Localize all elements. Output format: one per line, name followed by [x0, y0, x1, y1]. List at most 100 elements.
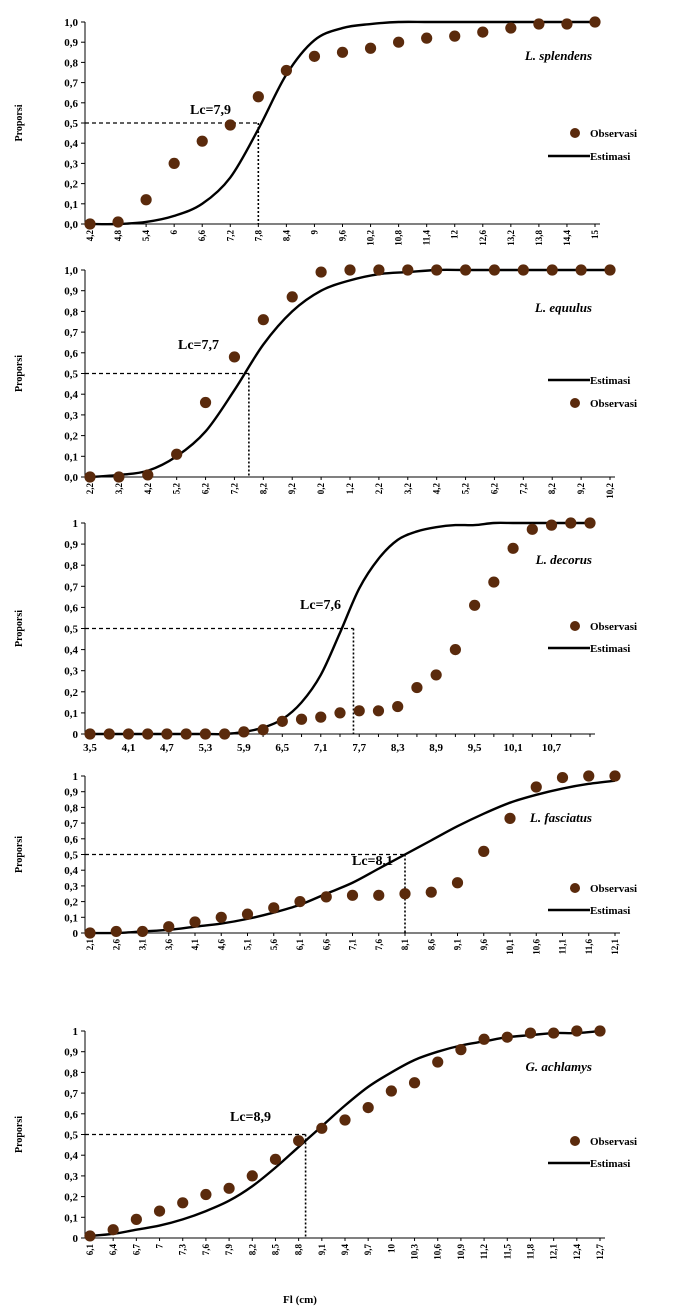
x-tick-label: 7,2 [518, 483, 528, 495]
data-point-observasi [571, 1025, 583, 1037]
x-tick-label: 10,7 [542, 742, 562, 754]
y-tick-label: 0,3 [64, 1171, 78, 1183]
x-tick-label: 2,2 [374, 483, 384, 495]
x-tick-label: 9,1 [453, 939, 463, 951]
legend: Observasi Estimasi [548, 1136, 637, 1170]
x-tick-label: 10,8 [394, 230, 404, 246]
data-point-observasi [546, 264, 558, 276]
chart-panel-5: 0 0,1 0,2 0,3 0,4 0,5 0,6 0,7 0,8 0,9 1 Proporsi 6,1… [14, 1025, 637, 1260]
x-tick-label: 15 [590, 230, 600, 240]
data-point-observasi [402, 264, 414, 276]
x-tick-label: 8,1 [400, 939, 410, 951]
x-tick-label: 11,4 [422, 230, 432, 246]
data-point-observasi [142, 469, 154, 481]
y-tick-label: 0,3 [64, 666, 78, 678]
x-tick-label: 6,2 [489, 483, 499, 495]
data-point-observasi [246, 1170, 258, 1182]
x-tick-label: 4,2 [143, 483, 153, 495]
data-point-observasi [449, 30, 461, 42]
data-point-observasi [364, 42, 377, 54]
x-tick-label: 5,2 [461, 483, 471, 495]
x-tick-label: 7,3 [178, 1244, 188, 1256]
x-tick-label: 1,2 [345, 483, 355, 495]
data-point-observasi [223, 1182, 235, 1194]
data-point-observasi [140, 194, 152, 206]
x-tick-label: 7,2 [225, 230, 235, 242]
y-tick-label: 0,5 [64, 369, 78, 381]
x-tick-label: 2,6 [111, 939, 121, 951]
data-point-observasi [320, 891, 332, 903]
y-tick-label: 0,4 [64, 645, 78, 657]
data-point-observasi [353, 705, 365, 717]
chart-title: L. splendens [524, 48, 592, 63]
data-point-observasi [459, 264, 472, 276]
data-point-observasi [200, 1188, 212, 1201]
y-axis-label: Proporsi [14, 355, 25, 392]
x-tick-label: 7,2 [229, 483, 239, 495]
data-point-observasi [153, 1205, 166, 1217]
x-tick-label: 3,6 [164, 939, 174, 951]
data-point-observasi [113, 471, 125, 483]
data-point-observasi [425, 886, 437, 898]
chart-panel-4: 0 0,1 0,2 0,3 0,4 0,5 0,6 0,7 0,8 0,9 1 Proporsi 2,1… [14, 770, 637, 955]
data-point-observasi [241, 908, 254, 920]
y-tick-label: 0,1 [64, 1212, 78, 1224]
y-tick-label: 0,2 [64, 431, 78, 443]
x-tick-label: 9,1 [317, 1244, 327, 1256]
x-tick-label: 11,6 [584, 939, 594, 955]
series-line-estimasi [90, 521, 590, 736]
x-tick-label: 3,2 [114, 483, 124, 495]
data-point-observasi [316, 1122, 328, 1134]
x-tick-label: 7,9 [224, 1244, 234, 1256]
y-tick-label: 0,1 [64, 912, 78, 924]
x-tick-label: 11,2 [479, 1244, 489, 1260]
x-tick-label: 2,1 [85, 939, 95, 951]
y-tick-label: 0,2 [64, 897, 78, 909]
x-tick-label: 10,2 [366, 230, 376, 246]
y-axis-label: Proporsi [14, 104, 25, 141]
x-tick-label: 12,6 [478, 230, 488, 246]
lc-label: Lc=7,7 [178, 338, 219, 353]
y-tick-label: 0,5 [64, 118, 78, 130]
data-point-observasi [477, 26, 489, 38]
data-point-observasi [142, 728, 154, 740]
data-point-observasi [84, 1230, 96, 1242]
x-tick-label: 12,4 [572, 1244, 582, 1260]
x-tick-label: 9,2 [576, 483, 586, 495]
data-point-observasi [455, 1044, 467, 1056]
legend-label-estimasi: Estimasi [590, 905, 630, 917]
x-tick-label: 4,6 [216, 939, 226, 951]
data-point-observasi [385, 1085, 397, 1097]
y-tick-label: 0,7 [64, 1088, 78, 1100]
data-point-observasi [163, 921, 175, 933]
x-tick-label: 9,4 [340, 1244, 350, 1256]
x-tick-label: 6,2 [201, 483, 211, 495]
lc-label: Lc=7,6 [300, 598, 341, 613]
x-tick-label: 13,2 [506, 230, 516, 246]
x-tick-label: 5,2 [172, 483, 182, 495]
x-tick-label: 8,6 [426, 939, 436, 951]
data-point-observasi [589, 16, 601, 28]
x-tick-label: 5,9 [237, 742, 251, 754]
y-tick-label: 1 [73, 1026, 79, 1038]
y-tick-label: 1 [73, 771, 79, 783]
y-tick-label: 0,5 [64, 1130, 78, 1142]
data-point-observasi [219, 728, 231, 740]
x-tick-label: 6,1 [295, 939, 305, 951]
data-point-observasi [362, 1101, 374, 1114]
x-tick-label: 9,6 [338, 230, 348, 242]
data-point-observasi [451, 877, 464, 889]
y-axis-label: Proporsi [14, 836, 25, 873]
x-tick-label: 3,5 [83, 742, 97, 754]
x-tick-label: 10,6 [433, 1244, 443, 1260]
legend-marker-observasi [570, 128, 580, 138]
data-point-observasi [180, 728, 192, 740]
x-tick-label: 5,3 [199, 742, 213, 754]
data-point-observasi [408, 1077, 421, 1089]
y-tick-label: 0,3 [64, 158, 78, 170]
x-tick-label: 10,9 [456, 1244, 466, 1260]
data-point-observasi [583, 770, 595, 782]
y-tick-label: 0,3 [64, 410, 78, 422]
y-tick-label: 0,5 [64, 850, 78, 862]
x-tick-label: 6,6 [321, 939, 331, 951]
